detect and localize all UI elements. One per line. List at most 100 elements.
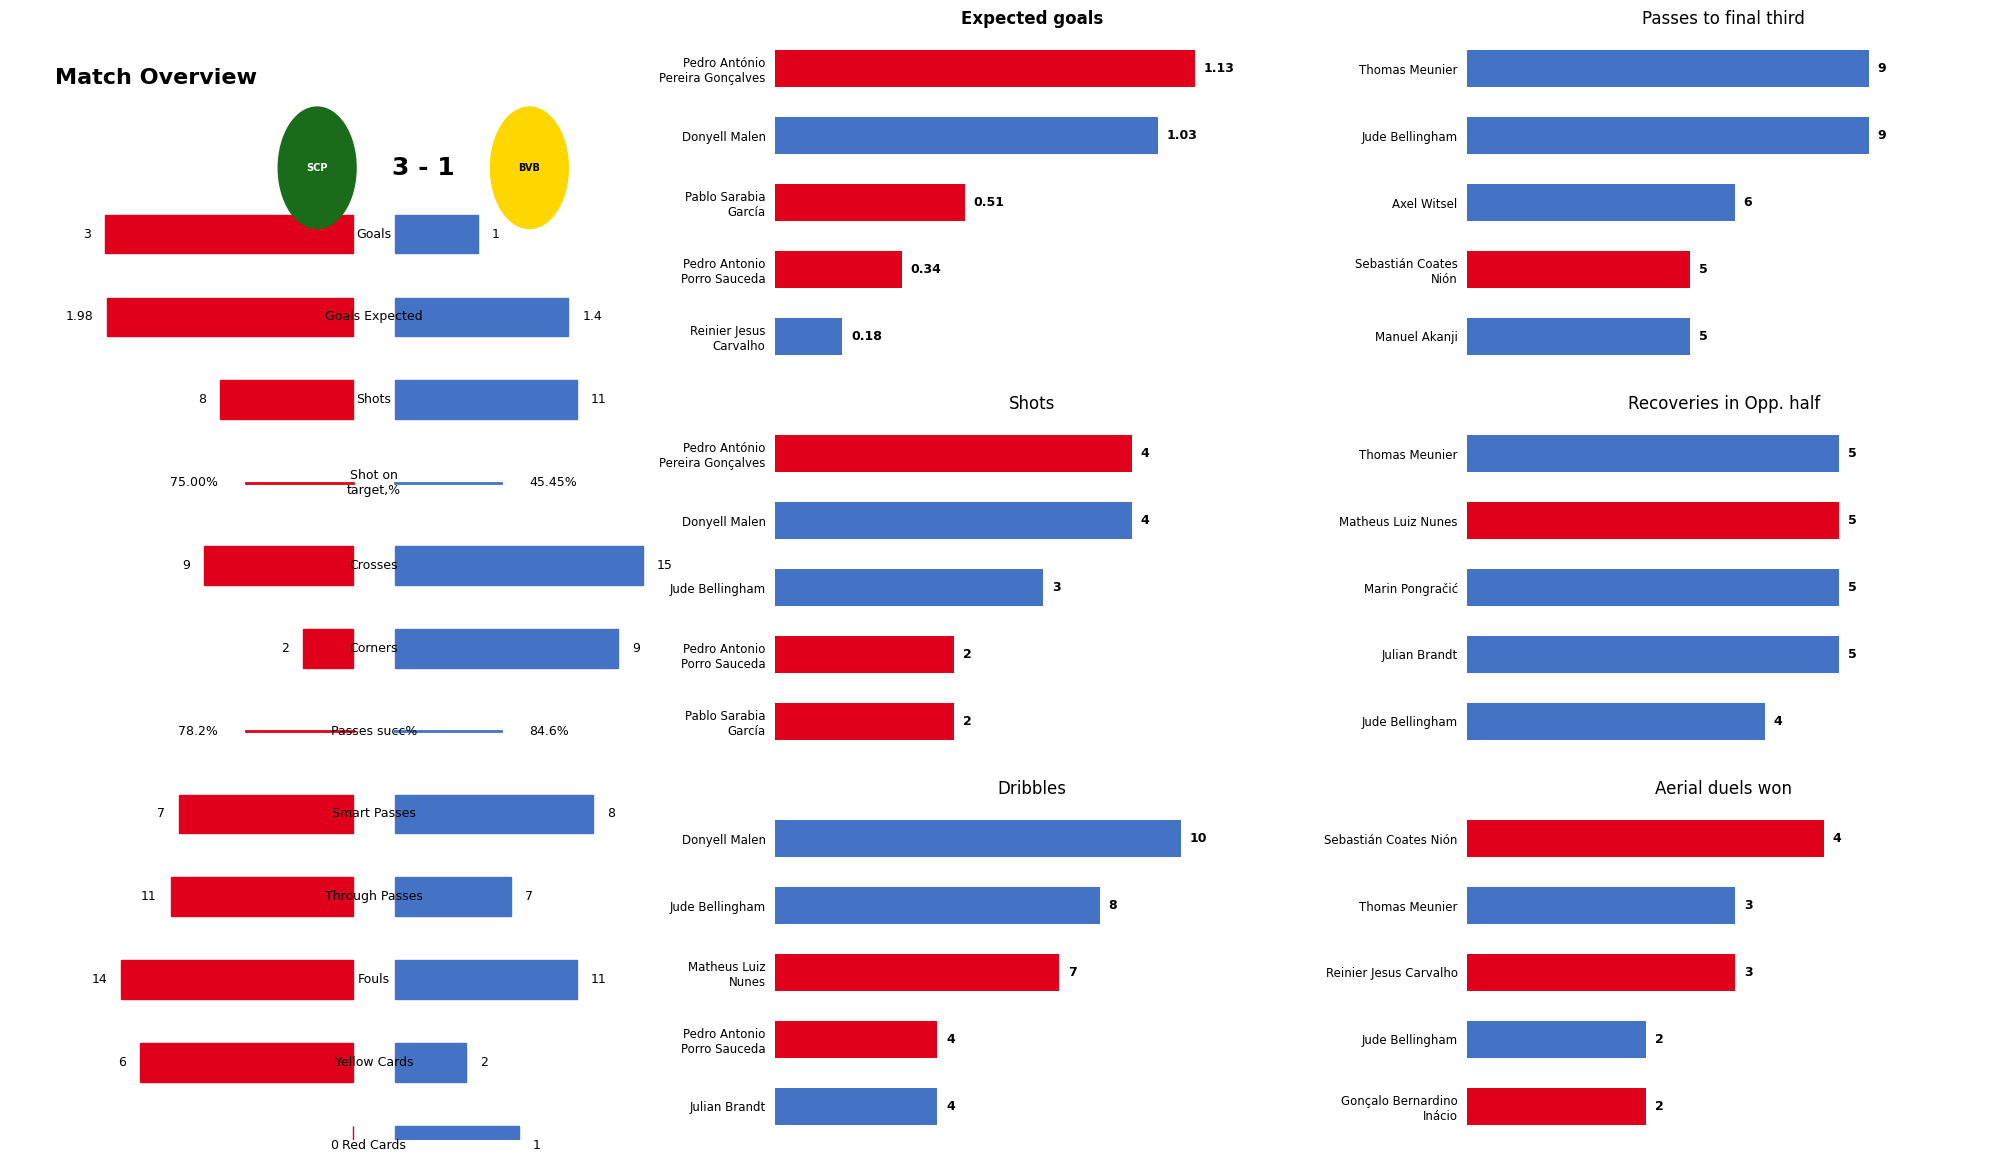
Text: 4: 4: [1774, 714, 1782, 727]
Bar: [776, 251, 902, 288]
Text: 78.2%: 78.2%: [178, 725, 218, 738]
FancyBboxPatch shape: [394, 1043, 466, 1082]
Title: Dribbles: Dribbles: [998, 780, 1066, 798]
Bar: [776, 954, 1058, 991]
Text: 6: 6: [118, 1056, 126, 1069]
Bar: [1468, 51, 1868, 87]
Text: 15: 15: [656, 559, 672, 572]
FancyBboxPatch shape: [180, 794, 352, 833]
Bar: [1468, 954, 1734, 991]
FancyBboxPatch shape: [394, 878, 510, 916]
Bar: [1468, 118, 1868, 154]
Text: Shots: Shots: [356, 394, 392, 407]
Bar: [1468, 887, 1734, 924]
Text: Shot on
target,%: Shot on target,%: [346, 469, 400, 497]
Text: 5: 5: [1848, 580, 1856, 595]
Text: 3: 3: [1052, 580, 1060, 595]
Bar: [776, 1021, 938, 1058]
Text: 2: 2: [962, 714, 972, 727]
Bar: [776, 636, 954, 673]
Circle shape: [278, 107, 356, 228]
Text: 2: 2: [280, 642, 288, 654]
Text: 3: 3: [1744, 966, 1752, 979]
Text: 0.51: 0.51: [974, 196, 1004, 209]
FancyBboxPatch shape: [394, 546, 642, 585]
Text: 1: 1: [532, 1139, 540, 1152]
Bar: [776, 887, 1100, 924]
FancyBboxPatch shape: [394, 381, 576, 419]
Text: Fouls: Fouls: [358, 973, 390, 986]
Text: 11: 11: [590, 394, 606, 407]
Title: Passes to final third: Passes to final third: [1642, 11, 1806, 28]
Bar: [776, 502, 1132, 539]
Text: Smart Passes: Smart Passes: [332, 807, 416, 820]
Text: 1.03: 1.03: [1166, 129, 1198, 142]
Title: Shots: Shots: [1008, 395, 1054, 414]
FancyBboxPatch shape: [394, 1126, 518, 1164]
Bar: [776, 184, 964, 221]
FancyBboxPatch shape: [394, 297, 568, 336]
Text: 8: 8: [198, 394, 206, 407]
Text: 11: 11: [590, 973, 606, 986]
Text: 9: 9: [632, 642, 640, 654]
Text: Match Overview: Match Overview: [56, 68, 258, 88]
Text: BVB: BVB: [518, 163, 540, 173]
Text: 9: 9: [1878, 62, 1886, 75]
Bar: [776, 703, 954, 739]
Text: 8: 8: [608, 807, 616, 820]
Text: 6: 6: [1744, 196, 1752, 209]
FancyBboxPatch shape: [394, 960, 576, 999]
Bar: [776, 569, 1042, 606]
Text: Crosses: Crosses: [350, 559, 398, 572]
Text: 5: 5: [1700, 330, 1708, 343]
Text: Through Passes: Through Passes: [324, 891, 422, 904]
Text: Passes succ%: Passes succ%: [330, 725, 416, 738]
Text: 4: 4: [1140, 448, 1150, 461]
Text: 9: 9: [1878, 129, 1886, 142]
Bar: [1468, 502, 1838, 539]
Text: 7: 7: [1068, 966, 1076, 979]
Title: Recoveries in Opp. half: Recoveries in Opp. half: [1628, 395, 1820, 414]
Text: 7: 7: [158, 807, 166, 820]
FancyBboxPatch shape: [394, 794, 594, 833]
Text: 11: 11: [142, 891, 156, 904]
Text: 14: 14: [92, 973, 108, 986]
Text: 0.34: 0.34: [910, 263, 942, 276]
Title: Expected goals: Expected goals: [960, 11, 1102, 28]
FancyBboxPatch shape: [108, 297, 352, 336]
Text: 1: 1: [492, 228, 500, 241]
FancyBboxPatch shape: [140, 1043, 352, 1082]
Text: 4: 4: [1140, 515, 1150, 528]
Text: 2: 2: [1654, 1033, 1664, 1046]
Bar: [1468, 1088, 1646, 1124]
Bar: [776, 318, 842, 355]
Text: Yellow Cards: Yellow Cards: [334, 1056, 414, 1069]
Circle shape: [490, 107, 568, 228]
Bar: [1468, 636, 1838, 673]
Bar: [776, 436, 1132, 472]
Text: 10: 10: [1190, 832, 1206, 845]
Text: 2: 2: [1654, 1100, 1664, 1113]
Text: 0.18: 0.18: [852, 330, 882, 343]
Text: 3 - 1: 3 - 1: [392, 156, 454, 180]
Text: 0: 0: [330, 1139, 338, 1152]
Text: 5: 5: [1848, 647, 1856, 660]
FancyBboxPatch shape: [304, 629, 352, 667]
Bar: [1468, 820, 1824, 857]
Bar: [776, 51, 1196, 87]
Text: 45.45%: 45.45%: [530, 476, 578, 489]
Text: 7: 7: [524, 891, 532, 904]
Text: Goals Expected: Goals Expected: [324, 310, 422, 323]
Text: 4: 4: [946, 1033, 956, 1046]
Text: 2: 2: [480, 1056, 488, 1069]
Text: 5: 5: [1700, 263, 1708, 276]
Bar: [1468, 703, 1764, 739]
Text: 4: 4: [946, 1100, 956, 1113]
Text: 9: 9: [182, 559, 190, 572]
Text: SCP: SCP: [306, 163, 328, 173]
FancyBboxPatch shape: [122, 960, 352, 999]
Text: 75.00%: 75.00%: [170, 476, 218, 489]
Text: 1.13: 1.13: [1204, 62, 1234, 75]
Bar: [1468, 436, 1838, 472]
Text: Red Cards: Red Cards: [342, 1139, 406, 1152]
